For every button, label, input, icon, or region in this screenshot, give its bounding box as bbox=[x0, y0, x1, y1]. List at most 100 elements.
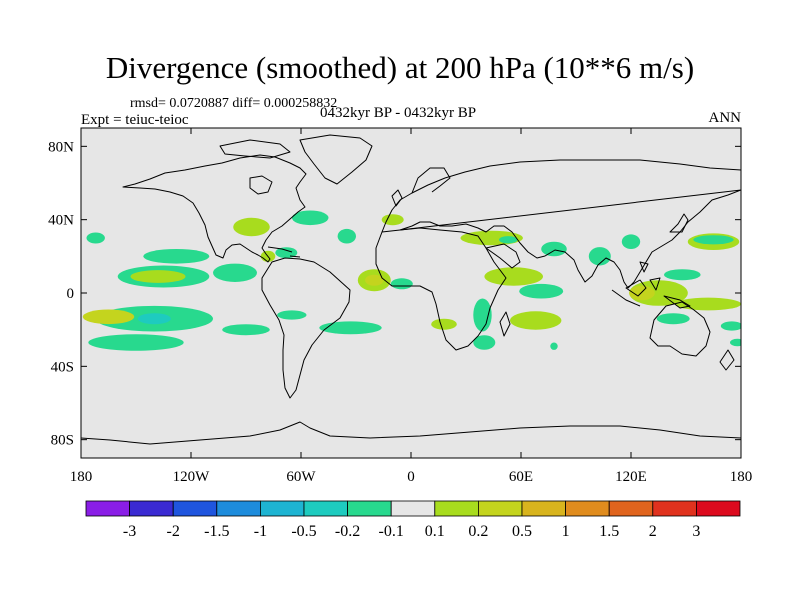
colorbar-label-6: -0.1 bbox=[379, 523, 404, 540]
contour-region-14 bbox=[337, 228, 356, 244]
contour-region-13 bbox=[291, 210, 329, 226]
contour-region-40 bbox=[720, 321, 741, 331]
period-label: 0432kyr BP - 0432kyr BP bbox=[320, 105, 477, 121]
colorbar-swatch-14 bbox=[696, 500, 741, 517]
colorbar-label-4: -0.5 bbox=[291, 523, 316, 540]
chart-title: Divergence (smoothed) at 200 hPa (10**6 … bbox=[105, 50, 695, 85]
coastline-indonesia bbox=[611, 261, 691, 309]
contour-region-28 bbox=[431, 318, 457, 330]
coastline-layer bbox=[81, 134, 741, 445]
contour-region-27 bbox=[473, 335, 496, 350]
colorbar-label-7: 0.1 bbox=[425, 523, 445, 540]
colorbar-swatch-5 bbox=[303, 500, 348, 517]
coastline-arctic-islands bbox=[219, 139, 291, 159]
contour-region-31 bbox=[588, 247, 611, 266]
colorbar-label-8: 0.2 bbox=[468, 523, 488, 540]
experiment-label: Expt = teiuc-teioc bbox=[81, 112, 189, 128]
x-tick-label-4: 60E bbox=[509, 469, 533, 485]
colorbar-label-11: 1.5 bbox=[599, 523, 619, 540]
contour-region-41 bbox=[730, 338, 741, 347]
coastline-new-zealand bbox=[719, 349, 735, 371]
colorbar-label-5: -0.2 bbox=[335, 523, 360, 540]
coastline-hudson-bay bbox=[249, 175, 273, 195]
y-tick-label-3: 40S bbox=[51, 359, 74, 375]
x-tick-label-2: 60W bbox=[286, 469, 316, 485]
x-tick-label-5: 120E bbox=[615, 469, 647, 485]
contour-region-3 bbox=[130, 270, 186, 283]
coastline-greenland bbox=[299, 134, 373, 185]
contour-region-34 bbox=[693, 235, 734, 245]
colorbar-swatch-4 bbox=[259, 500, 305, 517]
colorbar-swatch-13 bbox=[652, 500, 697, 517]
coastline-madagascar bbox=[499, 311, 511, 337]
contour-region-39 bbox=[656, 313, 690, 325]
colorbar-label-1: -2 bbox=[167, 523, 180, 540]
colorbar-swatch-8 bbox=[434, 500, 479, 517]
contour-region-0 bbox=[86, 232, 105, 244]
coastline-north-america bbox=[122, 154, 307, 263]
coastline-scandinavia bbox=[411, 167, 451, 194]
colorbar: -3 -2 -1.5 -1 -0.5 -0.2 -0.1 0.1 0.2 0.5 1 1.5 2 3 bbox=[85, 500, 741, 540]
y-tick-label-4: 80S bbox=[51, 433, 74, 449]
coastline-caribbean bbox=[267, 246, 301, 258]
y-tick-label-1: 40N bbox=[48, 213, 74, 229]
contour-region-8 bbox=[137, 313, 171, 325]
contour-region-1 bbox=[143, 248, 210, 264]
contour-region-23 bbox=[541, 241, 567, 257]
contour-region-19 bbox=[390, 278, 413, 290]
contour-region-37 bbox=[629, 285, 655, 301]
x-tick-label-3: 0 bbox=[407, 469, 415, 485]
contour-region-10 bbox=[222, 324, 270, 336]
colorbar-swatch-9 bbox=[477, 500, 523, 517]
colorbar-swatch-1 bbox=[129, 500, 174, 517]
colorbar-label-10: 1 bbox=[562, 523, 570, 540]
colorbar-swatch-3 bbox=[216, 500, 261, 517]
contour-region-7 bbox=[82, 309, 135, 325]
contour-region-30 bbox=[550, 342, 558, 350]
contour-region-29 bbox=[510, 311, 562, 330]
coastline-arabia bbox=[485, 243, 521, 269]
contour-region-35 bbox=[664, 269, 701, 281]
colorbar-label-13: 3 bbox=[692, 523, 700, 540]
contour-region-12 bbox=[319, 321, 382, 335]
coastline-australia bbox=[649, 301, 711, 357]
x-tick-label-1: 120W bbox=[173, 469, 211, 485]
colorbar-swatch-0 bbox=[85, 500, 130, 517]
y-tick-label-2: 0 bbox=[67, 286, 75, 302]
contour-region-9 bbox=[88, 334, 184, 351]
colorbar-label-3: -1 bbox=[254, 523, 267, 540]
x-tick-label-0: 180 bbox=[70, 469, 93, 485]
contour-fill-layer bbox=[82, 210, 741, 351]
colorbar-swatch-10 bbox=[521, 500, 566, 517]
axes-layer: 180 120W 60W 0 60E 120E 180 80N 40N 0 40S 80S bbox=[48, 128, 752, 485]
colorbar-label-0: -3 bbox=[123, 523, 136, 540]
contour-region-25 bbox=[519, 283, 564, 299]
colorbar-swatch-2 bbox=[172, 500, 218, 517]
coastline-africa bbox=[375, 227, 507, 351]
contour-region-20 bbox=[381, 214, 404, 226]
contour-region-32 bbox=[621, 234, 641, 249]
coastline-antarctica bbox=[81, 421, 741, 445]
contour-region-26 bbox=[473, 298, 492, 332]
colorbar-label-2: -1.5 bbox=[204, 523, 229, 540]
contour-region-18 bbox=[365, 274, 384, 286]
contour-region-38 bbox=[675, 297, 741, 311]
colorbar-label-9: 0.5 bbox=[512, 523, 532, 540]
season-label: ANN bbox=[708, 110, 742, 126]
contour-region-22 bbox=[499, 236, 518, 244]
rmsd-label: rmsd= 0.0720887 diff= 0.000258832 bbox=[130, 96, 338, 111]
colorbar-swatch-6 bbox=[347, 500, 392, 517]
colorbar-swatch-12 bbox=[608, 500, 654, 517]
contour-region-15 bbox=[275, 247, 298, 259]
contour-region-24 bbox=[484, 267, 543, 286]
colorbar-swatch-11 bbox=[565, 500, 610, 517]
x-tick-label-6: 180 bbox=[730, 469, 753, 485]
coastline-japan bbox=[669, 213, 689, 233]
colorbar-label-12: 2 bbox=[649, 523, 657, 540]
contour-region-16 bbox=[233, 217, 270, 237]
contour-region-11 bbox=[277, 310, 307, 320]
coastline-british-isles bbox=[391, 189, 403, 207]
contour-region-4 bbox=[213, 263, 257, 282]
coastline-south-america bbox=[261, 257, 351, 399]
